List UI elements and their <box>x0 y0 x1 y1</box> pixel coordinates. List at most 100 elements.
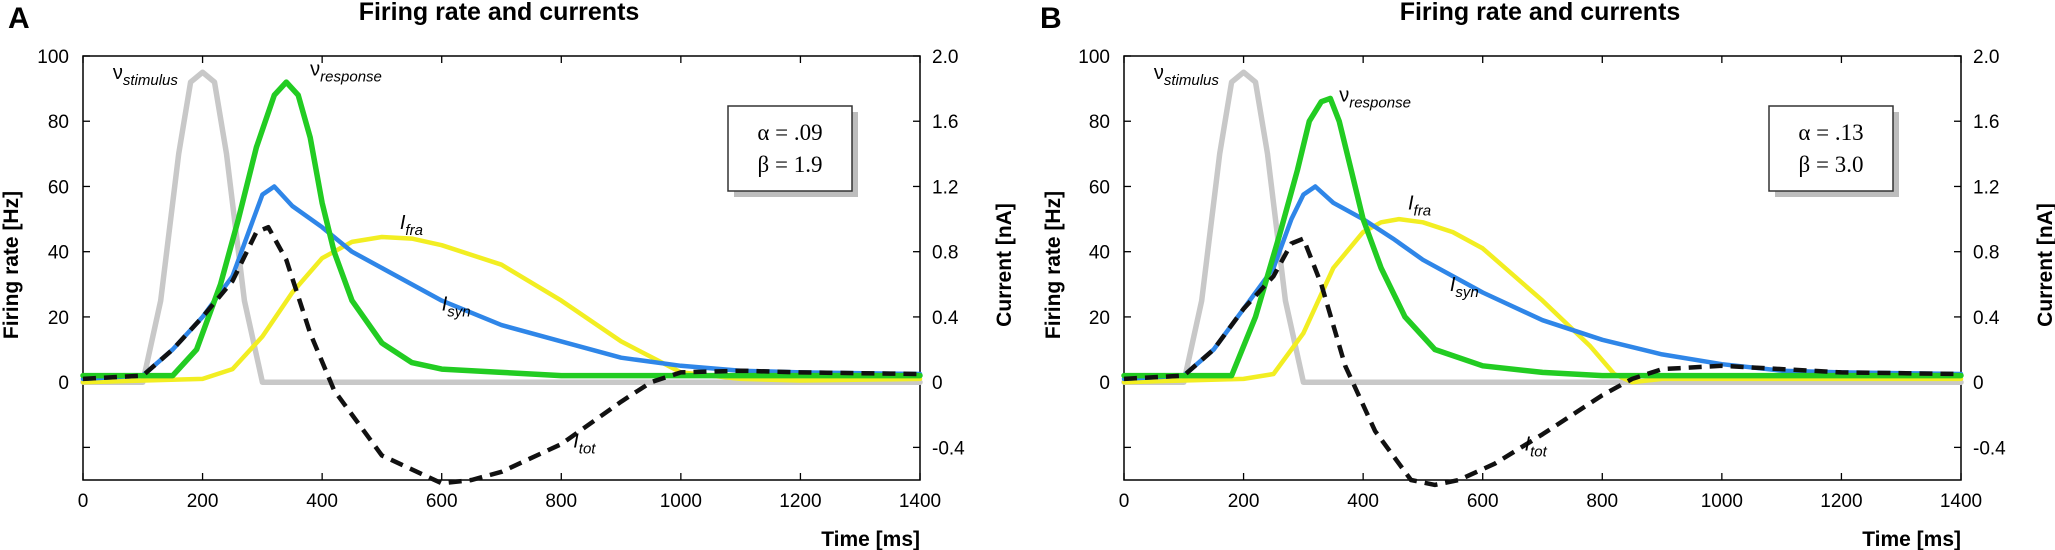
series-label-symbol: ν <box>310 59 320 81</box>
y2-tick-label: 0.4 <box>932 308 959 329</box>
series-label-syn: Isyn <box>1450 274 1479 301</box>
y2-tick-label: 1.2 <box>932 177 958 198</box>
series-label-subscript: syn <box>447 303 470 320</box>
series-label-subscript: tot <box>1530 444 1548 461</box>
series-line-stimulus <box>80 69 923 385</box>
y-axis-label: Firing rate [Hz] <box>1042 191 1065 339</box>
y2-tick-label: 0 <box>1973 373 1984 394</box>
panel-letter: A <box>8 2 30 35</box>
series-label-symbol: I <box>1450 274 1456 296</box>
series-label-symbol: I <box>442 293 448 315</box>
y-axis-label: Firing rate [Hz] <box>0 191 23 339</box>
series-label-subscript: stimulus <box>123 72 179 89</box>
x-tick-label: 600 <box>1467 491 1499 512</box>
x-tick-label: 0 <box>1119 491 1130 512</box>
chart-title: Firing rate and currents <box>1400 0 1681 26</box>
series-label-symbol: ν <box>1339 85 1349 107</box>
y-tick-label: 100 <box>37 47 69 68</box>
y-tick-label: 40 <box>48 243 69 264</box>
plot-area: 0 200 400 600 800 1000 1200 1400 0 20 40 60 80 100 -0.… <box>1078 47 2006 512</box>
y-tick-label: 60 <box>48 177 69 198</box>
y2-tick-label: 2.0 <box>1973 47 1999 68</box>
series-label-subscript: syn <box>1455 284 1478 301</box>
series-line-fra <box>1121 216 1964 385</box>
series-label-subscript: fra <box>405 222 423 239</box>
series-label-syn: Isyn <box>442 293 471 320</box>
series-label-stimulus: νstimulus <box>1154 62 1220 89</box>
series-label-subscript: response <box>1349 95 1411 112</box>
series-label-symbol: I <box>573 430 579 452</box>
y2-axis-label: Current [nA] <box>2034 203 2055 327</box>
series-label-symbol: I <box>1408 192 1414 214</box>
y2-tick-label: 2.0 <box>932 47 958 68</box>
y2-tick-label: 0 <box>932 373 943 394</box>
y-tick-label: 80 <box>48 112 69 133</box>
x-tick-label: 1200 <box>779 491 821 512</box>
x-tick-label: 1400 <box>1940 491 1982 512</box>
series-label-stimulus: νstimulus <box>113 62 179 89</box>
beta-label: β = 3.0 <box>1799 152 1864 177</box>
panel-letter: B <box>1040 2 1062 35</box>
x-tick-label: 1000 <box>660 491 702 512</box>
series-label-response: νresponse <box>1339 85 1411 112</box>
series-label-response: νresponse <box>310 59 382 86</box>
y2-tick-label: 0.4 <box>1973 308 2000 329</box>
series-label-subscript: fra <box>1414 202 1432 219</box>
x-tick-label: 200 <box>187 491 219 512</box>
y-tick-label: 0 <box>1099 373 1110 394</box>
plot-area: 0 200 400 600 800 1000 1200 1400 0 20 40 60 80 100 -0.… <box>37 47 965 512</box>
series-line-tot <box>82 224 921 486</box>
series-line-tot <box>1123 236 1962 488</box>
x-tick-label: 1000 <box>1701 491 1743 512</box>
series-label-symbol: I <box>1525 434 1531 456</box>
y-tick-label: 20 <box>48 308 69 329</box>
series-label-symbol: ν <box>1154 62 1164 84</box>
series-label-fra: Ifra <box>400 212 423 239</box>
alpha-label: α = .09 <box>757 120 822 145</box>
y2-tick-label: 1.6 <box>1973 112 1999 133</box>
x-tick-label: 400 <box>306 491 338 512</box>
series-label-subscript: stimulus <box>1164 72 1220 89</box>
series-label-symbol: ν <box>113 62 123 84</box>
y2-tick-label: 1.2 <box>1973 177 1999 198</box>
series-line-response <box>1121 95 1964 379</box>
series-label-tot: Itot <box>1525 434 1548 461</box>
y2-tick-label: -0.4 <box>932 438 965 459</box>
parameter-box-frame <box>727 105 853 192</box>
series-label-subscript: tot <box>579 440 597 457</box>
x-tick-label: 1200 <box>1820 491 1862 512</box>
y-tick-label: 0 <box>58 373 69 394</box>
series-label-fra: Ifra <box>1408 192 1431 219</box>
y2-tick-label: 1.6 <box>932 112 958 133</box>
alpha-label: α = .13 <box>1798 120 1863 145</box>
parameter-box: α = .13 β = 3.0 <box>1768 105 1899 197</box>
y2-tick-label: -0.4 <box>1973 438 2006 459</box>
x-tick-label: 800 <box>1586 491 1618 512</box>
y2-tick-label: 0.8 <box>932 243 958 264</box>
x-tick-label: 800 <box>545 491 577 512</box>
panel-a: A Firing rate and currents 0 200 400 600 800… <box>0 0 1016 550</box>
x-axis-label: Time [ms] <box>821 528 920 550</box>
parameter-box: α = .09 β = 1.9 <box>727 105 858 197</box>
series-label-symbol: I <box>400 212 406 234</box>
series-line-stimulus <box>1121 69 1964 385</box>
series-label-subscript: response <box>320 69 382 86</box>
plot-frame <box>1123 55 1962 481</box>
y-tick-label: 60 <box>1089 177 1110 198</box>
y-tick-label: 20 <box>1089 308 1110 329</box>
chart-title: Firing rate and currents <box>359 0 640 26</box>
x-tick-label: 600 <box>426 491 458 512</box>
x-tick-label: 0 <box>78 491 89 512</box>
beta-label: β = 1.9 <box>758 152 823 177</box>
parameter-box-frame <box>1768 105 1894 192</box>
y-tick-label: 80 <box>1089 112 1110 133</box>
y2-axis-label: Current [nA] <box>993 203 1016 327</box>
x-tick-label: 200 <box>1228 491 1260 512</box>
series-line-response <box>80 79 923 379</box>
y2-tick-label: 0.8 <box>1973 243 1999 264</box>
x-tick-label: 400 <box>1347 491 1379 512</box>
panel-b: B Firing rate and currents 0 200 400 600 800… <box>1040 0 2055 550</box>
y-tick-label: 40 <box>1089 243 1110 264</box>
plot-frame <box>82 55 921 481</box>
